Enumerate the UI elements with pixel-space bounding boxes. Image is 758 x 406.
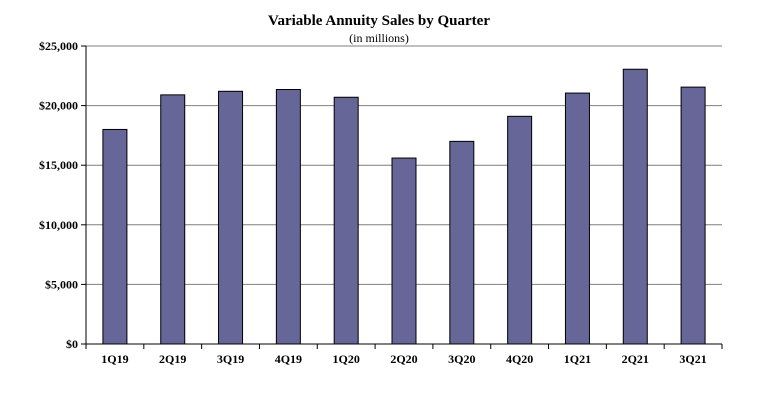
x-tick-label: 1Q20 [333, 352, 360, 366]
bar-2Q19 [160, 94, 186, 345]
x-tick-label: 4Q20 [506, 352, 533, 366]
x-tick-label: 2Q20 [390, 352, 417, 366]
y-tick-label: $15,000 [39, 158, 78, 172]
bar-3Q21 [680, 86, 706, 345]
bar-1Q19 [102, 128, 128, 345]
x-tick-label: 2Q21 [622, 352, 649, 366]
bar-2Q20 [391, 157, 417, 345]
y-tick-label: $5,000 [45, 277, 78, 291]
tick-labels: $0 $5,000 $10,000 $15,000 $20,000 $25,000 1Q19… [39, 39, 707, 366]
axes [81, 45, 723, 349]
x-tick-label: 1Q19 [101, 352, 128, 366]
bar-2Q21 [622, 68, 648, 345]
y-tick-label: $25,000 [39, 39, 78, 53]
x-tick-label: 1Q21 [564, 352, 591, 366]
bar-1Q21 [564, 92, 590, 345]
chart-title: Variable Annuity Sales by Quarter [268, 13, 490, 29]
x-tick-label: 3Q21 [679, 352, 706, 366]
x-tick-label: 3Q19 [217, 352, 244, 366]
x-tick-label: 4Q19 [275, 352, 302, 366]
chart-subtitle: (in millions) [349, 31, 409, 45]
bars [102, 68, 706, 345]
y-tick-label: $0 [66, 337, 78, 351]
x-tick-label: 3Q20 [448, 352, 475, 366]
bar-3Q20 [449, 140, 475, 345]
y-tick-label: $10,000 [39, 218, 78, 232]
bar-1Q20 [333, 96, 359, 345]
bar-4Q19 [275, 89, 301, 345]
y-tick-label: $20,000 [39, 99, 78, 113]
bar-3Q19 [218, 90, 244, 345]
x-tick-label: 2Q19 [159, 352, 186, 366]
bar-4Q20 [507, 115, 533, 345]
